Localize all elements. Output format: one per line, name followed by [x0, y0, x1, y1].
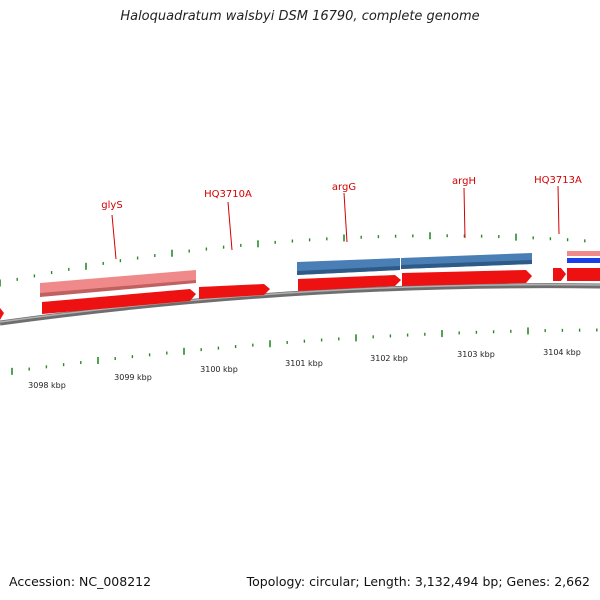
kbp-labels: 3098 kbp 3099 kbp 3100 kbp 3101 kbp 3102…: [28, 348, 581, 390]
gene-feature-HQ3713A: [567, 251, 600, 256]
gene-label-HQ3710A: HQ3710A: [204, 189, 252, 200]
cds-arrow-HQ3710A: [199, 284, 270, 299]
leader-line-glyS: [111, 214, 117, 260]
cds-arrow-left-edge: [0, 308, 4, 320]
gene-label-glyS: glyS: [101, 200, 122, 211]
cds-arrow-argH: [402, 270, 532, 286]
gene-label-argH: argH: [452, 176, 476, 187]
accession-text: Accession: NC_008212: [9, 574, 152, 589]
map-title: Haloquadratum walsbyi DSM 16790, complet…: [120, 9, 480, 24]
leader-line-HQ3713A: [557, 185, 560, 235]
leader-line-HQ3710A: [227, 201, 233, 251]
kbp-label: 3098 kbp: [28, 381, 66, 390]
gene-feature-argG-shade: [297, 266, 400, 275]
cds-arrow-small: [553, 268, 566, 281]
gene-label-argG: argG: [332, 182, 356, 193]
gene-feature-HQ3713A-blue: [567, 258, 600, 263]
cds-arrow-right-edge: [567, 268, 600, 281]
inner-tick-ring: [11, 327, 598, 375]
kbp-label: 3104 kbp: [543, 348, 581, 357]
cds-track: [0, 268, 600, 320]
gene-labels: glyS HQ3710A argG argH HQ3713A: [101, 175, 582, 260]
kbp-label: 3103 kbp: [457, 350, 495, 359]
cds-arrow-argG: [298, 275, 401, 291]
genome-backbone-highlight: [0, 283, 600, 323]
cds-arrow-glyS: [42, 289, 196, 314]
gene-feature-argH-shade: [401, 260, 532, 269]
gene-feature-glyS: [40, 270, 196, 296]
kbp-label: 3102 kbp: [370, 354, 408, 363]
gene-label-HQ3713A: HQ3713A: [534, 175, 582, 186]
kbp-label: 3099 kbp: [114, 373, 152, 382]
gene-feature-track: [40, 251, 600, 297]
gene-feature-glyS-shade: [40, 280, 196, 297]
leader-line-argG: [343, 192, 348, 243]
genome-backbone: [0, 283, 600, 326]
kbp-label: 3100 kbp: [200, 365, 238, 374]
outer-tick-ring: [0, 232, 586, 287]
leader-line-argH: [463, 187, 466, 239]
topology-text: Topology: circular; Length: 3,132,494 bp…: [246, 574, 590, 589]
kbp-label: 3101 kbp: [285, 359, 323, 368]
